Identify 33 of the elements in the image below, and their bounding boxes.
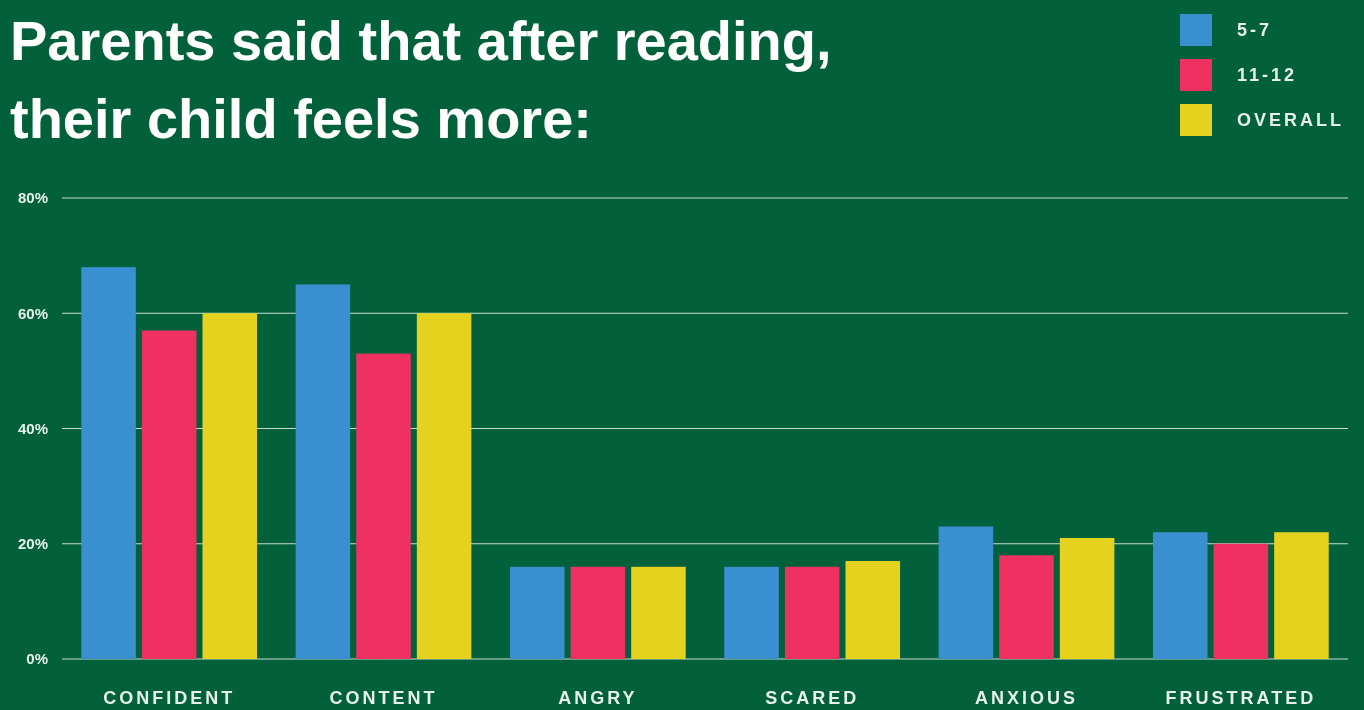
x-tick-label: ANGRY xyxy=(558,687,638,708)
bar xyxy=(570,566,626,659)
y-tick-label: 20% xyxy=(17,535,48,553)
x-tick-label: CONTENT xyxy=(329,687,438,708)
bar xyxy=(356,353,411,659)
bar xyxy=(1059,537,1115,659)
y-tick-label: 40% xyxy=(17,419,48,437)
bar xyxy=(1152,532,1208,659)
legend-label: OVERALL xyxy=(1237,110,1345,130)
bar xyxy=(202,313,258,659)
bar xyxy=(141,330,197,659)
chart-title: Parents said that after reading, their child feels more: xyxy=(10,9,832,150)
x-tick-label: ANXIOUS xyxy=(974,687,1079,708)
bar xyxy=(416,313,472,659)
bar xyxy=(1274,532,1329,659)
bar xyxy=(999,555,1054,659)
x-tick-label: CONFIDENT xyxy=(103,687,236,708)
bar xyxy=(631,566,686,659)
bar xyxy=(845,561,901,659)
bar xyxy=(1213,543,1269,659)
bar xyxy=(295,284,351,659)
y-tick-label: 60% xyxy=(17,304,48,322)
y-tick-label: 0% xyxy=(26,650,48,668)
x-tick-label: FRUSTRATED xyxy=(1165,687,1317,708)
bar xyxy=(724,566,779,659)
legend-label: 11-12 xyxy=(1237,65,1298,85)
bar xyxy=(784,566,840,659)
bar xyxy=(938,526,994,659)
bar xyxy=(509,566,565,659)
bar xyxy=(81,267,136,659)
y-tick-label: 80% xyxy=(17,189,48,207)
legend-label: 5-7 xyxy=(1237,20,1273,40)
x-tick-label: SCARED xyxy=(765,687,860,708)
